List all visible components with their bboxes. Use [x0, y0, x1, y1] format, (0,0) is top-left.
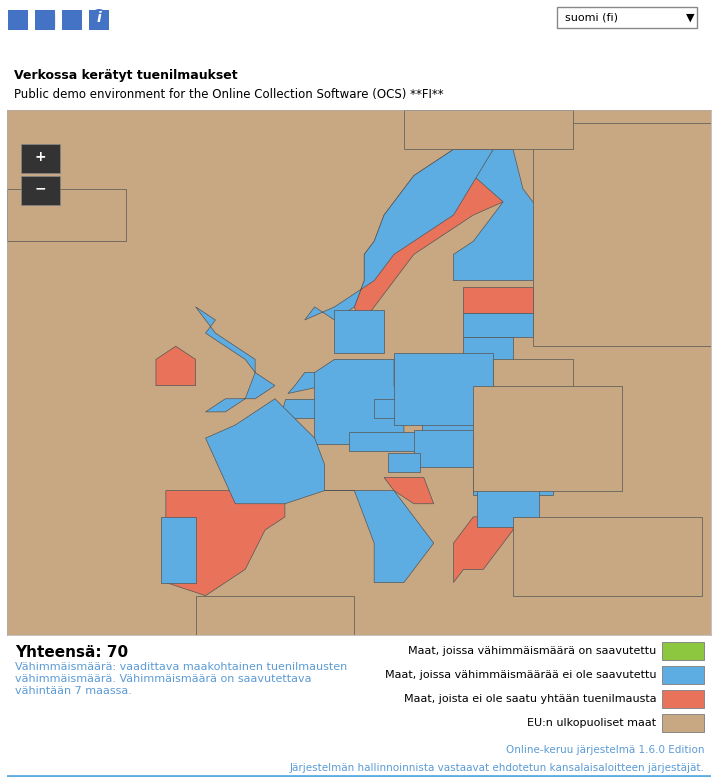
- Polygon shape: [280, 399, 315, 419]
- Polygon shape: [422, 417, 478, 442]
- Polygon shape: [8, 10, 28, 21]
- Polygon shape: [463, 313, 533, 337]
- Bar: [662, 714, 704, 732]
- Polygon shape: [355, 149, 513, 340]
- Bar: [62, 24, 66, 30]
- Polygon shape: [384, 478, 434, 503]
- Text: Maat, joista ei ole saatu yhtään tuenilmausta: Maat, joista ei ole saatu yhtään tuenilm…: [404, 694, 656, 704]
- Polygon shape: [374, 399, 443, 419]
- Bar: [8, 10, 28, 30]
- Polygon shape: [166, 490, 285, 596]
- Text: Maat, joissa vähimmäismäärää ei ole saavutettu: Maat, joissa vähimmäismäärää ei ole saav…: [385, 670, 656, 680]
- Polygon shape: [453, 149, 553, 280]
- Text: i: i: [97, 11, 102, 25]
- Text: Online-keruu järjestelmä 1.6.0 Edition: Online-keruu järjestelmä 1.6.0 Edition: [506, 745, 704, 755]
- Polygon shape: [315, 360, 404, 444]
- Polygon shape: [156, 347, 196, 385]
- Text: Järjestelmän hallinnoinnista vastaavat ehdotetun kansalaisaloitteen järjestäjät.: Järjestelmän hallinnoinnista vastaavat e…: [290, 763, 704, 773]
- Bar: [62, 10, 82, 30]
- Polygon shape: [473, 434, 553, 495]
- Polygon shape: [161, 517, 196, 583]
- Circle shape: [90, 9, 108, 27]
- Bar: [662, 666, 704, 684]
- Text: Vähimmäismäärä: vaadittava maakohtainen tuenilmausten: Vähimmäismäärä: vaadittava maakohtainen …: [15, 662, 347, 672]
- Bar: [35, 13, 55, 27]
- Bar: [557, 7, 697, 28]
- Text: Eurooppalainen kansalaisaloite: Eurooppalainen kansalaisaloite: [186, 39, 529, 58]
- Polygon shape: [196, 596, 355, 688]
- Polygon shape: [288, 372, 325, 393]
- Bar: [43, 27, 47, 30]
- Polygon shape: [404, 110, 573, 149]
- Polygon shape: [493, 360, 573, 399]
- Polygon shape: [335, 309, 384, 353]
- Polygon shape: [414, 430, 483, 467]
- Polygon shape: [205, 399, 325, 503]
- Text: −: −: [34, 182, 46, 196]
- Polygon shape: [478, 488, 539, 528]
- Text: Maat, joissa vähimmäismäärä on saavutettu: Maat, joissa vähimmäismäärä on saavutett…: [408, 646, 656, 656]
- Bar: [13, 21, 23, 30]
- Polygon shape: [305, 149, 493, 320]
- FancyBboxPatch shape: [21, 176, 60, 204]
- Polygon shape: [388, 452, 420, 472]
- Polygon shape: [350, 431, 424, 451]
- FancyBboxPatch shape: [21, 144, 60, 173]
- Text: Public demo environment for the Online Collection Software (OCS) **FI**: Public demo environment for the Online C…: [14, 89, 444, 102]
- Text: vähintään 7 maassa.: vähintään 7 maassa.: [15, 686, 132, 696]
- Polygon shape: [533, 123, 711, 347]
- Text: ▼: ▼: [686, 12, 694, 23]
- Polygon shape: [325, 490, 434, 583]
- Bar: [662, 690, 704, 708]
- Bar: [35, 10, 55, 30]
- Polygon shape: [394, 353, 493, 425]
- Polygon shape: [513, 517, 701, 596]
- Text: Yhteensä: 70: Yhteensä: 70: [15, 645, 128, 660]
- Polygon shape: [463, 337, 513, 361]
- Bar: [662, 642, 704, 660]
- Polygon shape: [7, 189, 126, 241]
- Polygon shape: [7, 110, 711, 635]
- Text: vähimmäismäärä. Vähimmäismäärä on saavutettava: vähimmäismäärä. Vähimmäismäärä on saavut…: [15, 674, 312, 684]
- Text: Verkossa kerätyt tuenilmaukset: Verkossa kerätyt tuenilmaukset: [14, 69, 238, 82]
- Bar: [72, 16, 76, 30]
- Bar: [67, 20, 71, 30]
- Text: EU:n ulkopuoliset maat: EU:n ulkopuoliset maat: [527, 718, 656, 728]
- Text: suomi (fi): suomi (fi): [565, 12, 618, 23]
- Polygon shape: [453, 517, 513, 583]
- Polygon shape: [473, 385, 622, 490]
- Text: +: +: [34, 150, 46, 164]
- Bar: [89, 10, 109, 30]
- Polygon shape: [463, 287, 533, 313]
- Polygon shape: [196, 307, 275, 412]
